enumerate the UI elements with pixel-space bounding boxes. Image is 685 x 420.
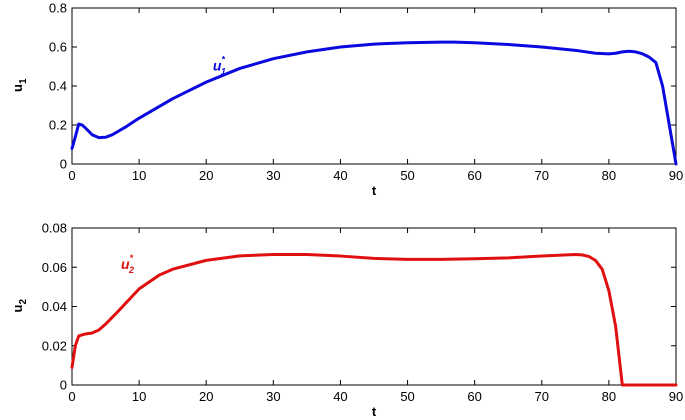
bottom-xtick-label: 20 [199,389,213,404]
bottom-xtick-label: 30 [266,389,280,404]
top-xtick-label: 0 [68,168,75,183]
bottom-annotation: u [121,256,130,272]
top-annotation: u [213,57,222,73]
bottom-axes-box [71,227,677,386]
bottom-xtick-label: 90 [669,389,683,404]
top-xtick-label: 90 [669,168,683,183]
top-ytick-label: 0 [60,157,67,172]
bottom-chart: 0 10 20 30 40 50 60 70 80 90 0 0.02 0.04 0.06 0.08 t u2 u… [10,221,683,420]
top-ytick-label: 0.2 [49,118,67,133]
top-chart: 0 10 20 30 40 50 60 70 80 90 0 0.2 0.4 0.6 0.8 t u1 u 1 * [10,1,683,199]
bottom-ytick-label: 0.04 [42,299,67,314]
top-annotation-superscript: * [221,54,225,64]
bottom-ytick-label: 0.02 [42,338,67,353]
top-axes-box [71,7,677,165]
top-ytick-label: 0.4 [49,79,67,94]
bottom-xtick-label: 50 [400,389,414,404]
top-annotation-subscript: 1 [221,66,226,76]
top-ytick-label: 0.8 [49,1,67,16]
bottom-ytick-label: 0 [60,378,67,393]
bottom-xtick-label: 60 [467,389,481,404]
top-xtick-label: 40 [333,168,347,183]
top-ylabel: u1 [10,78,29,92]
bottom-ylabel: u2 [10,299,29,313]
top-xtick-label: 10 [132,168,146,183]
bottom-xtick-label: 0 [68,389,75,404]
bottom-annotation-subscript: 2 [128,265,134,275]
top-ytick-label: 0.6 [49,40,67,55]
bottom-ytick-label: 0.08 [42,221,67,236]
bottom-series-line [70,252,678,387]
top-xtick-label: 80 [602,168,616,183]
bottom-xtick-label: 70 [535,389,549,404]
top-xtick-label: 60 [467,168,481,183]
top-xtick-label: 20 [199,168,213,183]
bottom-xtick-label: 80 [602,389,616,404]
top-xtick-label: 70 [535,168,549,183]
bottom-xtick-label: 10 [132,389,146,404]
bottom-annotation-superscript: * [129,253,133,263]
bottom-xtick-label: 40 [333,389,347,404]
bottom-xlabel: t [372,404,377,419]
bottom-ytick-label: 0.06 [42,260,67,275]
top-xlabel: t [372,183,377,198]
top-xtick-label: 50 [400,168,414,183]
top-series-line [70,40,678,166]
top-xtick-label: 30 [266,168,280,183]
